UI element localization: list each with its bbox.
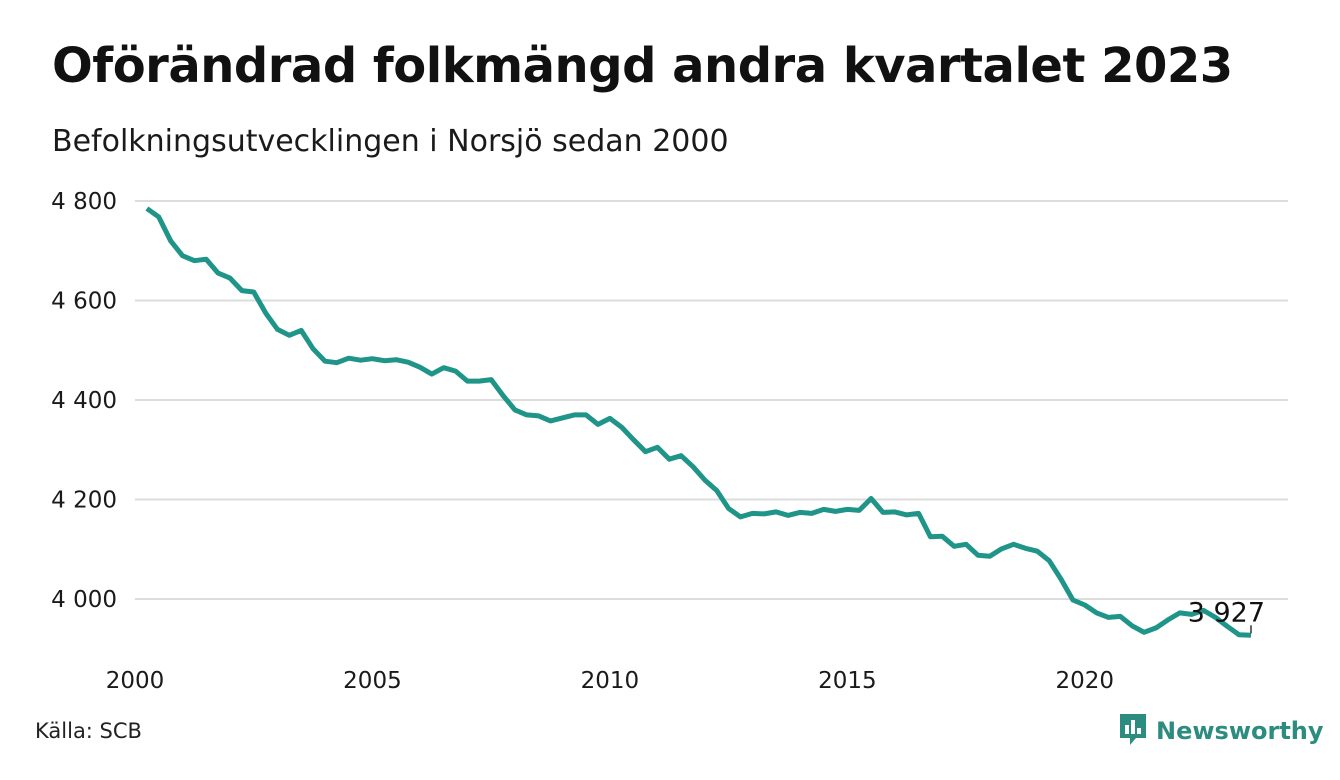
population-series-line <box>145 206 1252 638</box>
y-tick-label: 4 600 <box>51 289 117 315</box>
x-tick-label: 2005 <box>343 668 402 694</box>
chart-subtitle: Befolkningsutvecklingen i Norsjö sedan 2… <box>52 124 729 159</box>
source-note: Källa: SCB <box>35 719 142 743</box>
y-axis-ticks: 4 000 4 200 4 400 4 600 4 800 <box>51 189 117 613</box>
x-tick-label: 2000 <box>106 668 165 694</box>
brand-logo: Newsworthy <box>1118 712 1324 750</box>
y-tick-label: 4 200 <box>51 488 117 514</box>
brand-name: Newsworthy <box>1156 717 1324 745</box>
x-axis-ticks: 2000 2005 2010 2015 2020 <box>106 668 1114 694</box>
y-tick-label: 4 800 <box>51 189 117 215</box>
chart-title: Oförändrad folkmängd andra kvartalet 202… <box>52 38 1233 94</box>
x-tick-label: 2015 <box>818 668 877 694</box>
x-tick-label: 2020 <box>1056 668 1115 694</box>
last-value-label: 3 927 <box>1188 597 1265 628</box>
x-tick-label: 2010 <box>581 668 640 694</box>
bar-chart-logo-icon <box>1118 712 1148 750</box>
y-tick-label: 4 000 <box>51 587 117 613</box>
grid-lines <box>135 200 1288 600</box>
y-tick-label: 4 400 <box>51 388 117 414</box>
